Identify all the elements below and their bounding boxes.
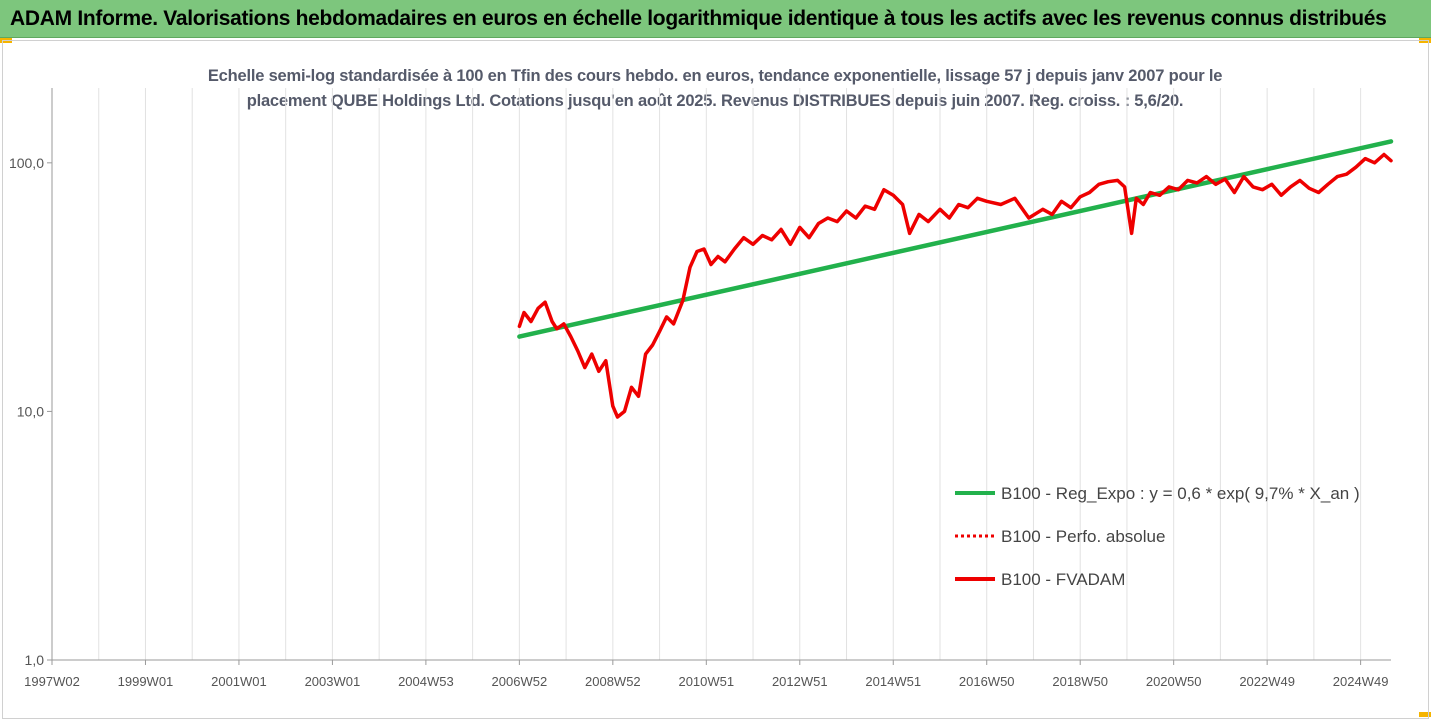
header-banner: ADAM Informe. Valorisations hebdomadaire…: [0, 0, 1431, 38]
x-tick-label: 2006W52: [492, 674, 548, 689]
x-tick-label: 2024W49: [1333, 674, 1389, 689]
x-tick-label: 2008W52: [585, 674, 641, 689]
legend-label-1: B100 - Perfo. absolue: [1001, 527, 1165, 546]
corner-accent-bottom-right: [1419, 712, 1431, 717]
x-tick-label: 2022W49: [1239, 674, 1295, 689]
legend-label-0: B100 - Reg_Expo : y = 0,6 * exp( 9,7% * …: [1001, 484, 1360, 503]
x-tick-label: 2001W01: [211, 674, 267, 689]
x-tick-label: 2012W51: [772, 674, 828, 689]
series-regression-line: [517, 139, 1394, 339]
chart-subtitle-line-1: Echelle semi-log standardisée à 100 en T…: [207, 67, 1223, 85]
x-tick-label: 2014W51: [865, 674, 921, 689]
y-tick-label: 100,0: [9, 155, 44, 171]
series-fvadam-line: [517, 152, 1393, 419]
x-tick-label: 2020W50: [1146, 674, 1202, 689]
chart-subtitle-line-2: placement QUBE Holdings Ltd. Cotations j…: [246, 92, 1184, 110]
x-tick-label: 1997W02: [24, 674, 80, 689]
chart-frame: [2, 40, 1429, 719]
chart-subtitle: Echelle semi-log standardisée à 100 en T…: [120, 64, 1310, 114]
x-tick-label: 2010W51: [678, 674, 734, 689]
x-tick-label: 2016W50: [959, 674, 1015, 689]
x-tick-label: 2003W01: [305, 674, 361, 689]
y-tick-label: 10,0: [17, 403, 44, 419]
x-tick-label: 2004W53: [398, 674, 454, 689]
legend-label-2: B100 - FVADAM: [1001, 570, 1125, 589]
x-tick-label: 1999W01: [118, 674, 174, 689]
x-tick-label: 2018W50: [1052, 674, 1108, 689]
y-tick-label: 1,0: [25, 652, 45, 668]
page-title: ADAM Informe. Valorisations hebdomadaire…: [10, 7, 1387, 30]
